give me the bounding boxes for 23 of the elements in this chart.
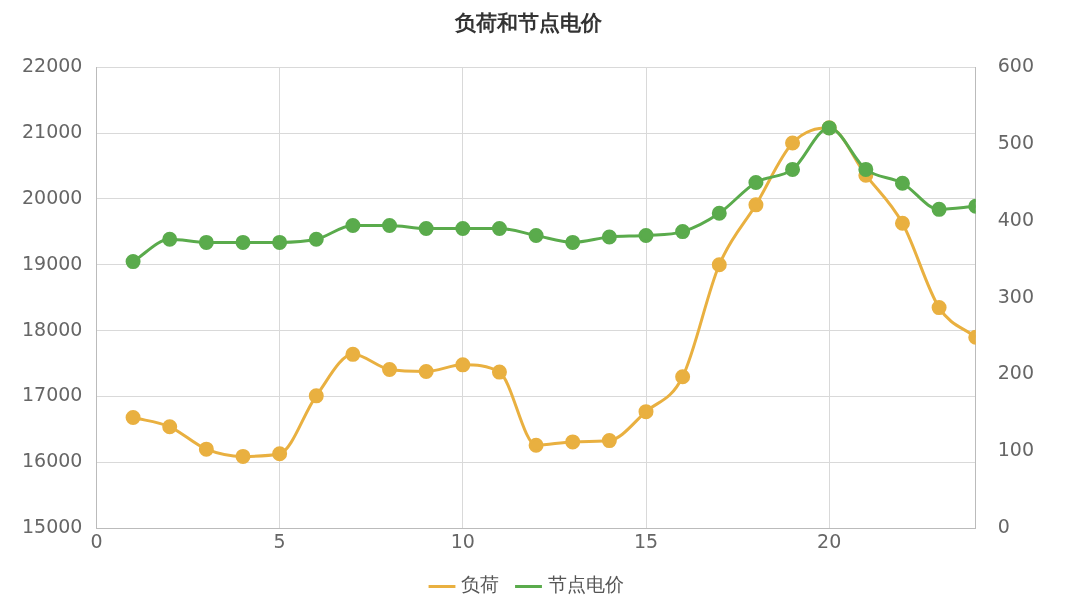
y-tick-label: 19000 — [21, 251, 83, 274]
chart-title: 负荷和节点电价 — [453, 11, 603, 36]
y2-tick-label: 500 — [997, 130, 1034, 153]
x-tick-label: 5 — [273, 529, 286, 552]
y-tick-label: 20000 — [21, 185, 83, 208]
y-tick-label: 15000 — [21, 515, 83, 538]
y-tick-label: 18000 — [21, 317, 83, 340]
x-tick-label: 20 — [817, 529, 842, 552]
y-tick-label: 22000 — [21, 54, 83, 77]
y-tick-label: 16000 — [21, 449, 83, 472]
legend-label: 负荷 — [461, 573, 499, 596]
legend-label: 节点电价 — [547, 573, 624, 596]
x-tick-label: 0 — [90, 529, 103, 552]
y2-tick-label: 300 — [997, 284, 1034, 307]
y2-tick-label: 600 — [997, 54, 1034, 77]
y2-tick-label: 0 — [997, 515, 1010, 538]
x-tick-label: 15 — [633, 529, 659, 552]
y2-tick-label: 400 — [997, 207, 1034, 230]
y2-tick-label: 100 — [997, 438, 1034, 461]
y-tick-label: 21000 — [21, 119, 83, 142]
y-tick-label: 17000 — [21, 383, 83, 406]
y2-tick-label: 200 — [997, 361, 1034, 384]
x-tick-label: 10 — [450, 529, 475, 552]
